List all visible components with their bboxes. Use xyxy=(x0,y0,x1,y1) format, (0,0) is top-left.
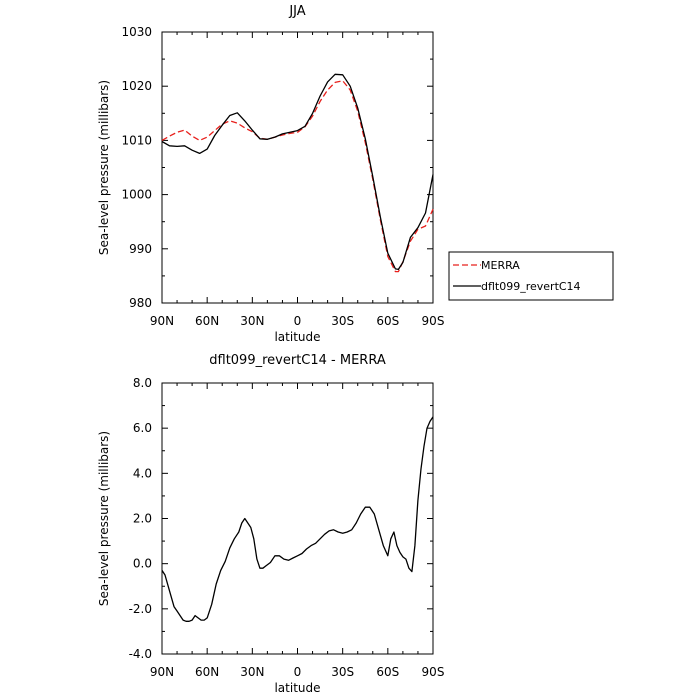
x-tick-label: 60S xyxy=(376,665,399,679)
y-tick-label: -4.0 xyxy=(129,647,152,661)
y-tick-label: 2.0 xyxy=(133,512,152,526)
y-axis-title: Sea-level pressure (millibars) xyxy=(97,431,111,606)
legend-box xyxy=(448,251,614,301)
x-tick-label: 30N xyxy=(240,665,264,679)
plot-frame xyxy=(161,382,434,655)
y-tick-label: 1020 xyxy=(121,79,152,93)
x-tick-label: 60S xyxy=(376,314,399,328)
y-tick-label: 980 xyxy=(129,296,152,310)
y-tick-label: -2.0 xyxy=(129,602,152,616)
y-tick-label: 1000 xyxy=(121,188,152,202)
x-tick-label: 90S xyxy=(422,314,445,328)
legend-label: MERRA xyxy=(481,259,520,272)
x-tick-label: 0 xyxy=(294,665,302,679)
x-tick-label: 60N xyxy=(195,665,219,679)
x-tick-label: 30S xyxy=(331,314,354,328)
panel-2: dflt099_revertC14 - MERRA 90N 60N 30N 0 30S 60… xyxy=(97,353,444,695)
series-line-dflt099-revertc14 xyxy=(161,73,434,271)
panel-1: JJA 90N 60N 30N 0 30S 60S 90S 980 990 1000 1010 1020… xyxy=(97,4,444,344)
y-tick-label: 1010 xyxy=(121,133,152,147)
y-tick-label: 4.0 xyxy=(133,466,152,480)
y-tick-label: 0.0 xyxy=(133,557,152,571)
x-tick-label: 90N xyxy=(150,665,174,679)
y-tick-label: 990 xyxy=(129,242,152,256)
x-tick-label: 90S xyxy=(422,665,445,679)
x-tick-label: 60N xyxy=(195,314,219,328)
x-axis-title: latitude xyxy=(274,681,320,695)
legend-label: dflt099_revertC14 xyxy=(481,280,581,293)
y-tick-label: 8.0 xyxy=(133,376,152,390)
x-axis-title: latitude xyxy=(274,330,320,344)
legend: MERRA dflt099_revertC14 xyxy=(448,251,614,301)
series-line-difference xyxy=(161,416,434,622)
x-tick-label: 0 xyxy=(294,314,302,328)
chart-title: JJA xyxy=(288,4,305,19)
x-tick-label: 30N xyxy=(240,314,264,328)
x-tick-label: 90N xyxy=(150,314,174,328)
y-tick-label: 1030 xyxy=(121,25,152,39)
series-line-merra xyxy=(161,80,434,273)
y-axis-title: Sea-level pressure (millibars) xyxy=(97,80,111,255)
x-tick-label: 30S xyxy=(331,665,354,679)
chart-title: dflt099_revertC14 - MERRA xyxy=(209,353,386,368)
y-tick-label: 6.0 xyxy=(133,421,152,435)
